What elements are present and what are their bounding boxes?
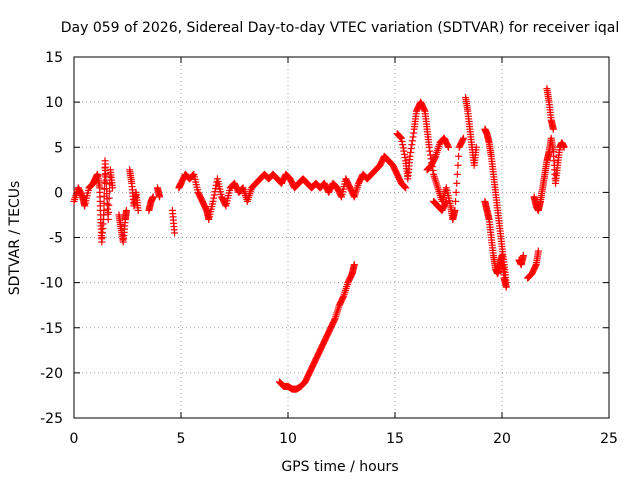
- data-point: [442, 199, 450, 207]
- data-point: [402, 184, 410, 192]
- data-point: [442, 197, 450, 205]
- data-point: [502, 283, 510, 291]
- data-point: [519, 252, 527, 260]
- data-point: [210, 191, 218, 199]
- y-tick-label: -15: [40, 321, 63, 337]
- data-point: [350, 261, 358, 269]
- data-point: [149, 193, 157, 201]
- data-point: [156, 193, 164, 201]
- x-tick-label: 20: [493, 431, 511, 447]
- data-point: [459, 136, 467, 144]
- data-point: [420, 106, 428, 114]
- data-point: [453, 179, 461, 187]
- data-point: [399, 141, 407, 149]
- data-point: [407, 145, 415, 153]
- data-point: [408, 137, 416, 145]
- data-point: [100, 199, 108, 207]
- data-point: [455, 152, 463, 160]
- data-point: [534, 247, 542, 255]
- data-point: [105, 194, 113, 202]
- data-point: [459, 134, 467, 142]
- data-point: [212, 185, 220, 193]
- x-tick-label: 15: [386, 431, 404, 447]
- data-point: [105, 201, 113, 209]
- y-tick-label: -20: [40, 366, 63, 382]
- data-point: [400, 150, 408, 158]
- data-point: [410, 129, 418, 137]
- data-points: [70, 85, 568, 393]
- y-tick-label: 15: [45, 50, 63, 66]
- data-point: [409, 133, 417, 141]
- data-point: [397, 134, 405, 142]
- data-point: [398, 137, 406, 145]
- axis-ticks: 0 5 10 15 20 25 -25 -20 -15 -10 -5 0 5 10 15: [40, 50, 618, 447]
- data-point: [407, 148, 415, 156]
- data-point: [400, 147, 408, 155]
- y-tick-label: 10: [45, 95, 63, 111]
- y-tick-label: -10: [40, 276, 63, 292]
- data-point: [100, 206, 108, 214]
- data-point: [425, 143, 433, 151]
- data-point: [221, 201, 229, 209]
- data-point: [105, 208, 113, 216]
- data-point: [408, 141, 416, 149]
- data-point: [399, 144, 407, 152]
- data-point: [209, 197, 217, 205]
- grid: [74, 57, 609, 418]
- x-axis-label: GPS time / hours: [281, 459, 398, 475]
- data-point: [104, 215, 112, 223]
- x-tick-label: 0: [70, 431, 79, 447]
- data-point: [397, 134, 405, 142]
- data-point: [401, 183, 409, 191]
- data-point: [339, 293, 347, 301]
- plot-frame: [73, 56, 610, 419]
- data-point: [210, 194, 218, 202]
- chart-title: Day 059 of 2026, Sidereal Day-to-day VTE…: [61, 20, 619, 36]
- y-axis-label: SDTVAR / TECUs: [7, 181, 23, 296]
- data-point: [134, 206, 142, 214]
- y-tick-label: 5: [54, 140, 63, 156]
- data-point: [109, 184, 117, 192]
- y-tick-label: -5: [49, 231, 63, 247]
- data-point: [454, 161, 462, 169]
- data-point: [171, 229, 179, 237]
- data-point: [452, 197, 460, 205]
- data-point: [122, 206, 130, 214]
- data-point: [444, 142, 452, 150]
- data-point: [451, 206, 459, 214]
- data-point: [337, 192, 345, 200]
- data-point: [431, 154, 439, 162]
- x-tick-label: 5: [177, 431, 186, 447]
- data-point: [426, 151, 434, 159]
- data-point: [396, 133, 404, 141]
- data-point: [549, 125, 557, 133]
- y-tick-label: 0: [54, 185, 63, 201]
- data-point: [401, 154, 409, 162]
- data-point: [426, 147, 434, 155]
- data-point: [560, 143, 568, 151]
- data-point: [406, 152, 414, 160]
- data-point: [532, 262, 540, 270]
- x-tick-label: 10: [279, 431, 297, 447]
- y-tick-label: -25: [40, 411, 63, 427]
- data-point: [445, 143, 452, 151]
- data-point: [429, 166, 437, 174]
- data-point: [400, 183, 408, 191]
- data-point: [453, 170, 461, 178]
- data-point: [452, 188, 460, 196]
- data-point: [330, 316, 338, 324]
- data-point: [105, 187, 113, 195]
- data-point: [472, 143, 480, 151]
- x-tick-label: 25: [600, 431, 618, 447]
